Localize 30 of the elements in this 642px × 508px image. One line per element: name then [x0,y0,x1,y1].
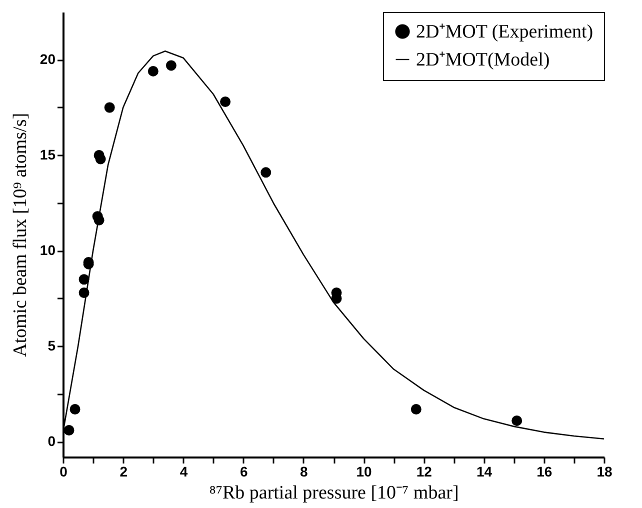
y-tick-label: 20 [40,51,56,68]
x-axis-title: ⁸⁷Rb partial pressure [10⁻⁷ mbar] [209,482,459,504]
y-tick-label: 10 [40,242,56,258]
x-tick-label: 4 [180,464,188,480]
x-tick-label: 10 [356,464,372,480]
point [78,274,90,285]
point [260,167,272,178]
y-tick-label: 15 [40,146,56,163]
point [104,102,115,113]
legend-label: 2D⁺MOT(Model) [416,50,550,70]
point [512,415,522,426]
x-tick-label: 2 [120,464,128,480]
y-tick-label: 5 [48,338,56,354]
point [64,425,74,436]
y-axis-title: Atomic beam flux [10⁹ atoms/s] [10,112,31,358]
y-tick-label: 0 [48,433,56,450]
point [166,60,176,71]
point [70,404,80,414]
x-tick-label: 0 [60,464,68,480]
point [410,404,422,414]
x-tick-label: 6 [240,464,248,480]
x-tick-label: 16 [536,464,552,480]
x-tick-label: 12 [416,464,432,480]
point [95,154,106,164]
x-tick-label: 8 [300,464,308,480]
x-tick-label: 14 [476,464,492,480]
point [148,66,158,76]
x-tick-label: 18 [596,464,612,480]
point [220,96,231,107]
legend-label: 2D⁺MOT (Experiment) [416,22,594,42]
